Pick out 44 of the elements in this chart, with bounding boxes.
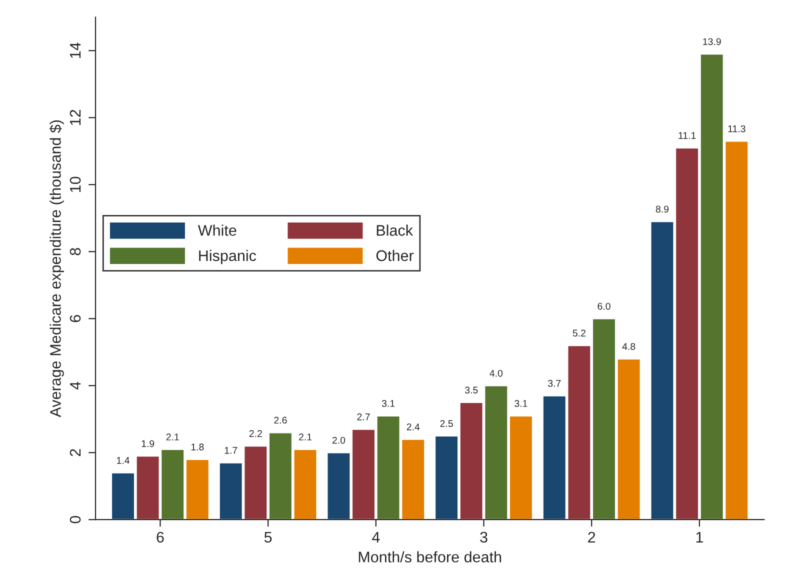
- data-label: 13.9: [703, 38, 721, 46]
- y-tick-label: 12: [70, 110, 81, 125]
- x-tick-label: 5: [264, 532, 272, 543]
- x-tick-label: 1: [696, 532, 703, 542]
- x-tick-label: 6: [156, 532, 164, 543]
- data-label: 2.1: [299, 434, 312, 440]
- data-label: 2.5: [440, 420, 453, 427]
- data-label: 6.0: [598, 302, 610, 310]
- data-label: 2.2: [249, 430, 262, 437]
- y-axis-title: Average Medicare expenditure (thousand $): [49, 120, 64, 418]
- data-label: 2.0: [332, 436, 346, 444]
- data-label: 1.8: [191, 444, 204, 450]
- y-tick-label: 6: [70, 315, 81, 322]
- legend-label: Hispanic: [199, 250, 256, 264]
- data-label: 11.3: [728, 125, 746, 132]
- data-label: 2.6: [274, 416, 287, 424]
- y-tick-label: 4: [70, 382, 81, 390]
- y-tick-label: 8: [70, 248, 81, 256]
- x-tick-label: 3: [480, 532, 488, 543]
- data-label: 4.0: [490, 370, 503, 377]
- y-tick-label: 2: [70, 449, 81, 456]
- data-label: 3.1: [514, 400, 528, 407]
- y-tick-label: 0: [70, 516, 81, 524]
- legend-label: White: [198, 224, 236, 236]
- x-axis-title: Month/s before death: [358, 551, 502, 562]
- data-label: 11.1: [678, 132, 696, 139]
- data-label: 2.1: [166, 434, 179, 440]
- x-tick-label: 2: [588, 532, 596, 542]
- data-label: 1.9: [142, 440, 154, 448]
- data-label: 3.5: [464, 386, 478, 394]
- data-label: 3.7: [548, 380, 561, 387]
- x-tick-label: 4: [372, 532, 380, 542]
- data-label: 3.1: [382, 400, 395, 407]
- data-label: 1.4: [117, 457, 130, 464]
- data-label: 8.9: [656, 206, 669, 213]
- y-tick-label: 14: [70, 42, 81, 58]
- data-label: 4.8: [622, 343, 636, 350]
- data-label: 2.7: [357, 413, 370, 420]
- legend-label: Black: [376, 224, 414, 236]
- legend-label: Other: [376, 250, 414, 262]
- y-tick-label: 10: [70, 176, 81, 192]
- data-label: 5.2: [572, 330, 586, 337]
- data-label: 1.7: [224, 447, 238, 454]
- data-label: 2.4: [406, 423, 420, 430]
